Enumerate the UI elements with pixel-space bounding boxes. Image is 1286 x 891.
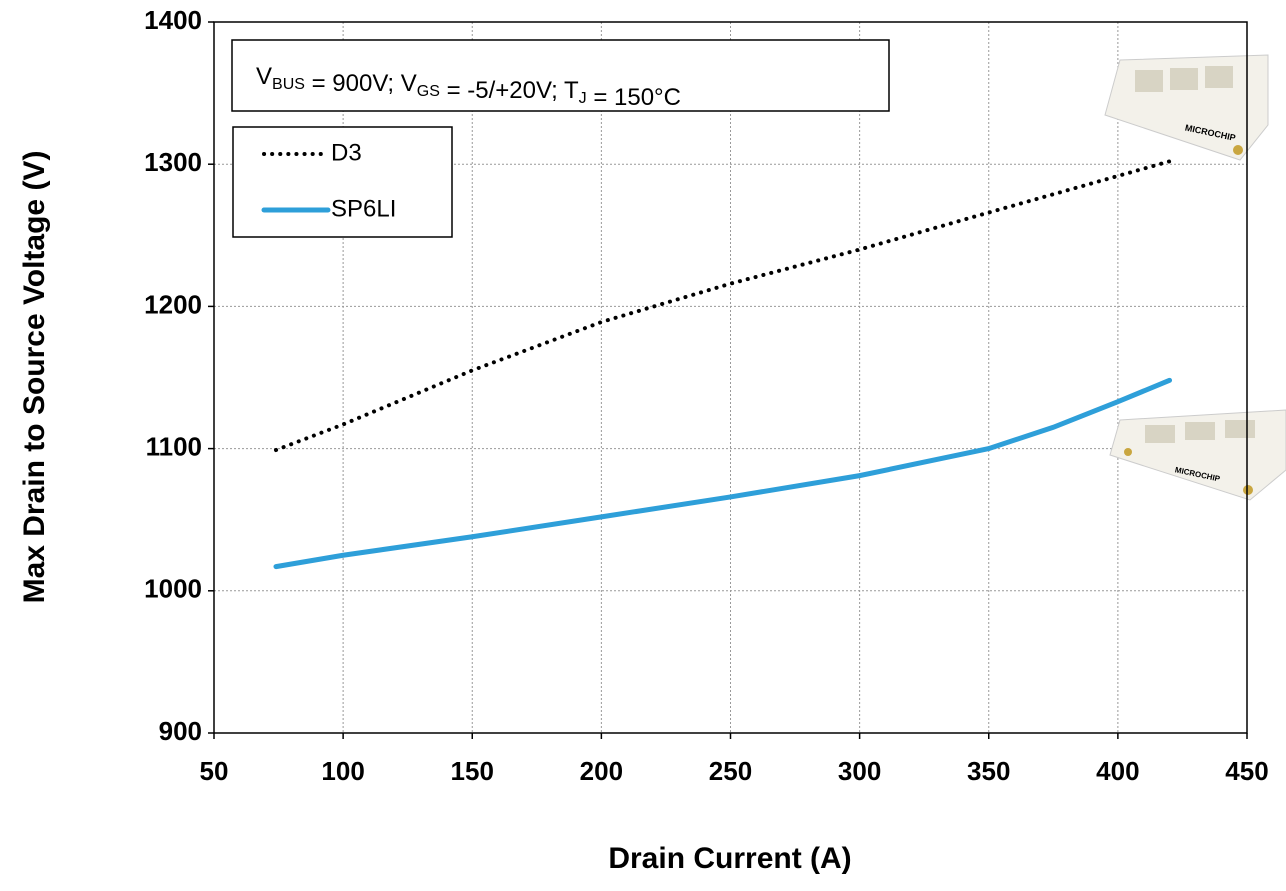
- x-tick-label: 450: [1225, 756, 1268, 786]
- line-series: [273, 159, 1172, 453]
- line-series: [273, 377, 1173, 570]
- x-tick-label: 200: [580, 756, 623, 786]
- x-tick-label: 250: [709, 756, 752, 786]
- plot-frame: [213, 21, 1248, 734]
- annotation-sub: J: [579, 90, 587, 107]
- annotation-text: = -5/+20V; T: [440, 77, 579, 104]
- y-tick-label: 900: [159, 716, 202, 746]
- y-tick-label: 1000: [144, 574, 202, 604]
- x-axis-label: Drain Current (A): [608, 842, 851, 875]
- x-tick-label: 50: [200, 756, 229, 786]
- module-image-sp6li: MICROCHIP: [1109, 409, 1286, 501]
- x-tick-label: 350: [967, 756, 1010, 786]
- x-tick-label: 100: [321, 756, 364, 786]
- annotation-text: = 900V; V: [305, 70, 417, 97]
- y-tick-label: 1400: [144, 5, 202, 35]
- annotation: VBUS = 900V; VGS = -5/+20V; TJ = 150°C: [256, 63, 681, 111]
- legend-label: D3: [331, 139, 362, 166]
- legend-label: SP6LI: [331, 195, 396, 222]
- annotation-box: [231, 39, 890, 112]
- x-tick-label: 150: [451, 756, 494, 786]
- x-tick-label: 400: [1096, 756, 1139, 786]
- annotation-sub: BUS: [272, 76, 305, 93]
- annotation-sub: GS: [417, 83, 440, 100]
- annotation-text: V: [256, 63, 272, 90]
- x-tick-label: 300: [838, 756, 881, 786]
- legend-box: [232, 126, 453, 238]
- annotation-text: = 150°C: [587, 84, 681, 111]
- y-axis-label: Max Drain to Source Voltage (V): [18, 151, 51, 604]
- y-tick-label: 1200: [144, 289, 202, 319]
- module-image-d3: MICROCHIP: [1104, 54, 1269, 161]
- y-tick-label: 1300: [144, 147, 202, 177]
- y-tick-label: 1100: [146, 431, 202, 461]
